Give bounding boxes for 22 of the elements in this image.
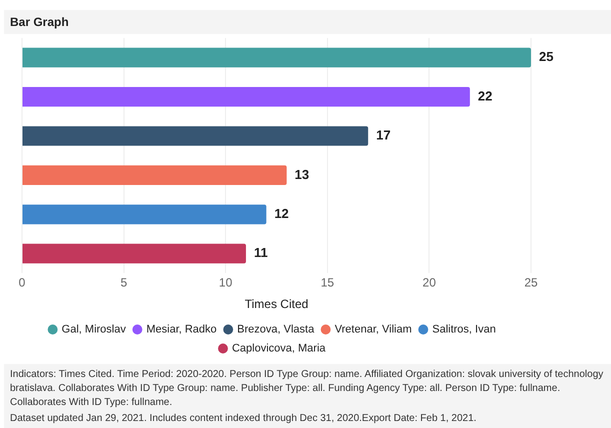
legend-label: Brezova, Vlasta	[237, 324, 316, 336]
x-tick-label: 25	[524, 276, 538, 290]
data-label: 17	[376, 128, 391, 143]
chart-title: Bar Graph	[4, 10, 611, 34]
x-tick-label: 0	[18, 276, 26, 290]
legend-label: Gal, Miroslav	[62, 324, 126, 336]
x-tick-label: 10	[218, 276, 233, 290]
data-label: 11	[254, 245, 268, 260]
x-axis-title: Times Cited	[244, 297, 308, 312]
x-tick-label: 5	[120, 276, 128, 290]
legend-label: Salitros, Ivan	[432, 324, 496, 336]
data-label: 25	[539, 49, 554, 64]
data-label: 13	[294, 166, 310, 182]
legend-label: Mesiar, Radko	[146, 324, 217, 336]
x-tick-label: 15	[320, 276, 334, 290]
legend-label: Vretenar, Viliam	[334, 324, 412, 336]
data-label: 22	[478, 88, 492, 104]
x-tick-label: 20	[422, 276, 436, 290]
data-label: 12	[274, 206, 289, 221]
legend-label: Caplovicova, Maria	[232, 342, 326, 355]
text: Indicators: Times Cited. Time Period: 2020-2020. Person ID Type Group: name. Affiliated Organization: slovak university of technology bratislava. Collaborates With ID Type Group: name. Publisher Type: all. Funding Agency Type: all. Person ID Type: fullname. Collaborates With ID Type: fullname.	[10, 368, 604, 410]
text: Dataset updated Jan 29, 2021. Includes content indexed through Dec 31, 2020.Export Date: Feb 1, 2021.	[10, 412, 478, 426]
